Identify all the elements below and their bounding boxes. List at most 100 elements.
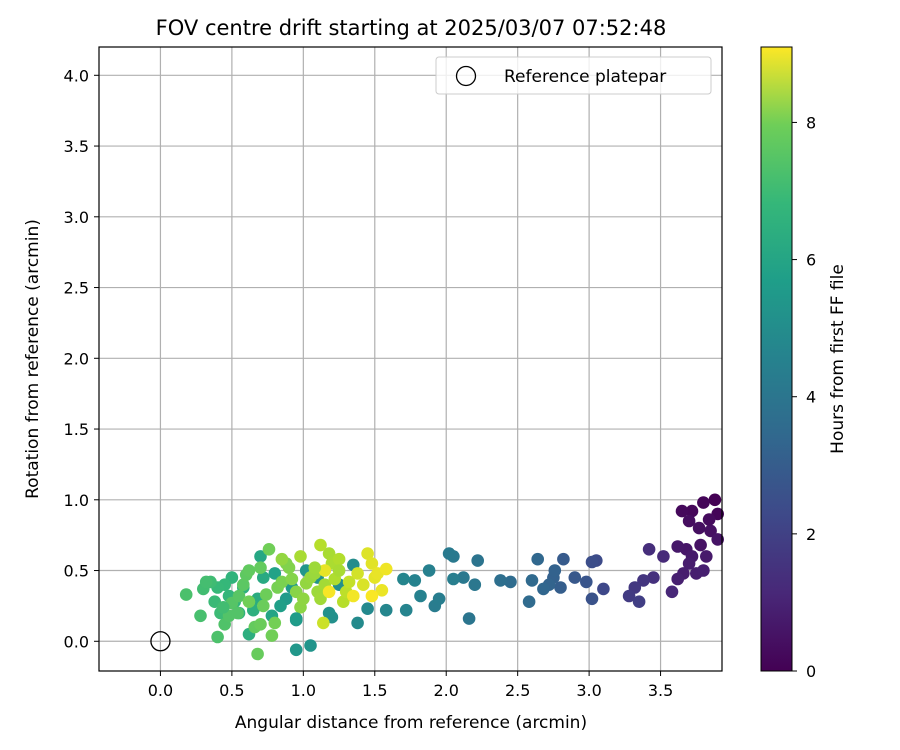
axis-ticks: 0.0 0.5 1.0 1.5 2.0 2.5 3.0 3.5 0.0 0.5 1.0 1.5 2.0 2… (64, 66, 674, 700)
y-tick-label: 2.0 (64, 349, 89, 368)
data-point (665, 585, 679, 599)
data-point (365, 589, 379, 603)
data-point (557, 552, 570, 566)
grid (99, 47, 722, 671)
data-point (257, 571, 270, 584)
colorbar-ticks: 0 2 4 6 8 (792, 113, 816, 681)
data-point (217, 601, 230, 614)
data-point (522, 595, 536, 608)
data-point (580, 575, 593, 589)
data-point (537, 582, 550, 596)
data-point (304, 639, 317, 652)
data-point (379, 603, 393, 617)
data-point (622, 589, 636, 603)
data-points (179, 493, 724, 661)
y-tick-label: 4.0 (64, 66, 89, 85)
data-point (342, 575, 356, 589)
data-point (332, 564, 346, 577)
data-point (432, 592, 446, 606)
y-tick-label: 1.5 (64, 420, 89, 439)
plot-frame (98, 46, 723, 672)
data-point (447, 572, 460, 586)
data-point (375, 584, 389, 597)
data-point (275, 552, 289, 566)
x-tick-label: 1.5 (362, 681, 387, 700)
x-tick-label: 1.0 (291, 681, 316, 700)
data-point (642, 543, 656, 556)
data-point (657, 550, 670, 563)
data-point (685, 504, 699, 518)
data-point (682, 557, 696, 570)
data-point (347, 589, 360, 603)
data-point (265, 629, 279, 642)
data-point (568, 571, 582, 584)
colorbar: 0 2 4 6 8 Hours from first FF file (760, 46, 848, 681)
data-point (414, 589, 427, 603)
data-point (408, 574, 422, 587)
data-point (692, 521, 706, 535)
data-point (632, 595, 646, 608)
legend-box (435, 56, 712, 95)
data-point (675, 504, 689, 518)
data-point (585, 592, 599, 606)
data-point (289, 612, 303, 625)
data-point (365, 557, 379, 570)
data-point (322, 585, 336, 599)
x-axis-label: Angular distance from reference (arcmin) (235, 713, 587, 733)
data-point (232, 589, 246, 603)
data-point (700, 550, 713, 563)
data-point (554, 581, 567, 594)
colorbar-tick-label: 6 (806, 251, 816, 270)
data-point (259, 588, 273, 601)
y-tick-label: 1.0 (64, 491, 89, 510)
x-tick-label: 2.5 (505, 681, 530, 700)
data-point (704, 524, 717, 538)
y-axis-label: Rotation from reference (arcmin) (23, 219, 43, 499)
data-point (531, 552, 544, 566)
data-point (357, 578, 370, 591)
data-point (682, 514, 696, 528)
data-point (289, 643, 303, 657)
data-point (251, 647, 264, 661)
colorbar-tick-label: 8 (806, 113, 816, 132)
data-point (397, 572, 410, 586)
data-point (525, 574, 539, 587)
data-point (697, 496, 710, 509)
data-point (322, 606, 336, 620)
data-point (337, 595, 350, 608)
data-point (647, 571, 660, 584)
data-point (317, 616, 330, 630)
data-point (548, 564, 562, 577)
data-point (308, 561, 322, 574)
data-point (494, 574, 507, 587)
data-point (294, 550, 307, 563)
data-point (442, 547, 456, 560)
reference-platepar-marker (150, 631, 171, 652)
data-point (231, 606, 244, 620)
data-point (268, 567, 282, 580)
data-point (637, 574, 650, 587)
data-point (457, 571, 470, 584)
x-tick-label: 0.0 (148, 681, 173, 700)
data-point (504, 575, 517, 589)
data-point (254, 550, 267, 563)
data-point (194, 609, 207, 623)
data-point (694, 538, 707, 552)
data-point (671, 540, 684, 553)
y-tick-label: 3.0 (64, 208, 89, 227)
data-point (254, 561, 267, 574)
x-tick-label: 3.5 (648, 681, 673, 700)
colorbar-tick-label: 4 (806, 388, 816, 407)
data-point (671, 572, 684, 586)
data-point (422, 564, 436, 577)
data-point (318, 564, 332, 577)
legend-label: Reference platepar (504, 67, 666, 87)
x-tick-label: 3.0 (576, 681, 601, 700)
data-point (274, 599, 287, 613)
data-point (211, 630, 224, 644)
data-point (351, 567, 364, 580)
colorbar-gradient (760, 46, 793, 672)
data-point (179, 588, 193, 601)
data-point (379, 562, 393, 576)
